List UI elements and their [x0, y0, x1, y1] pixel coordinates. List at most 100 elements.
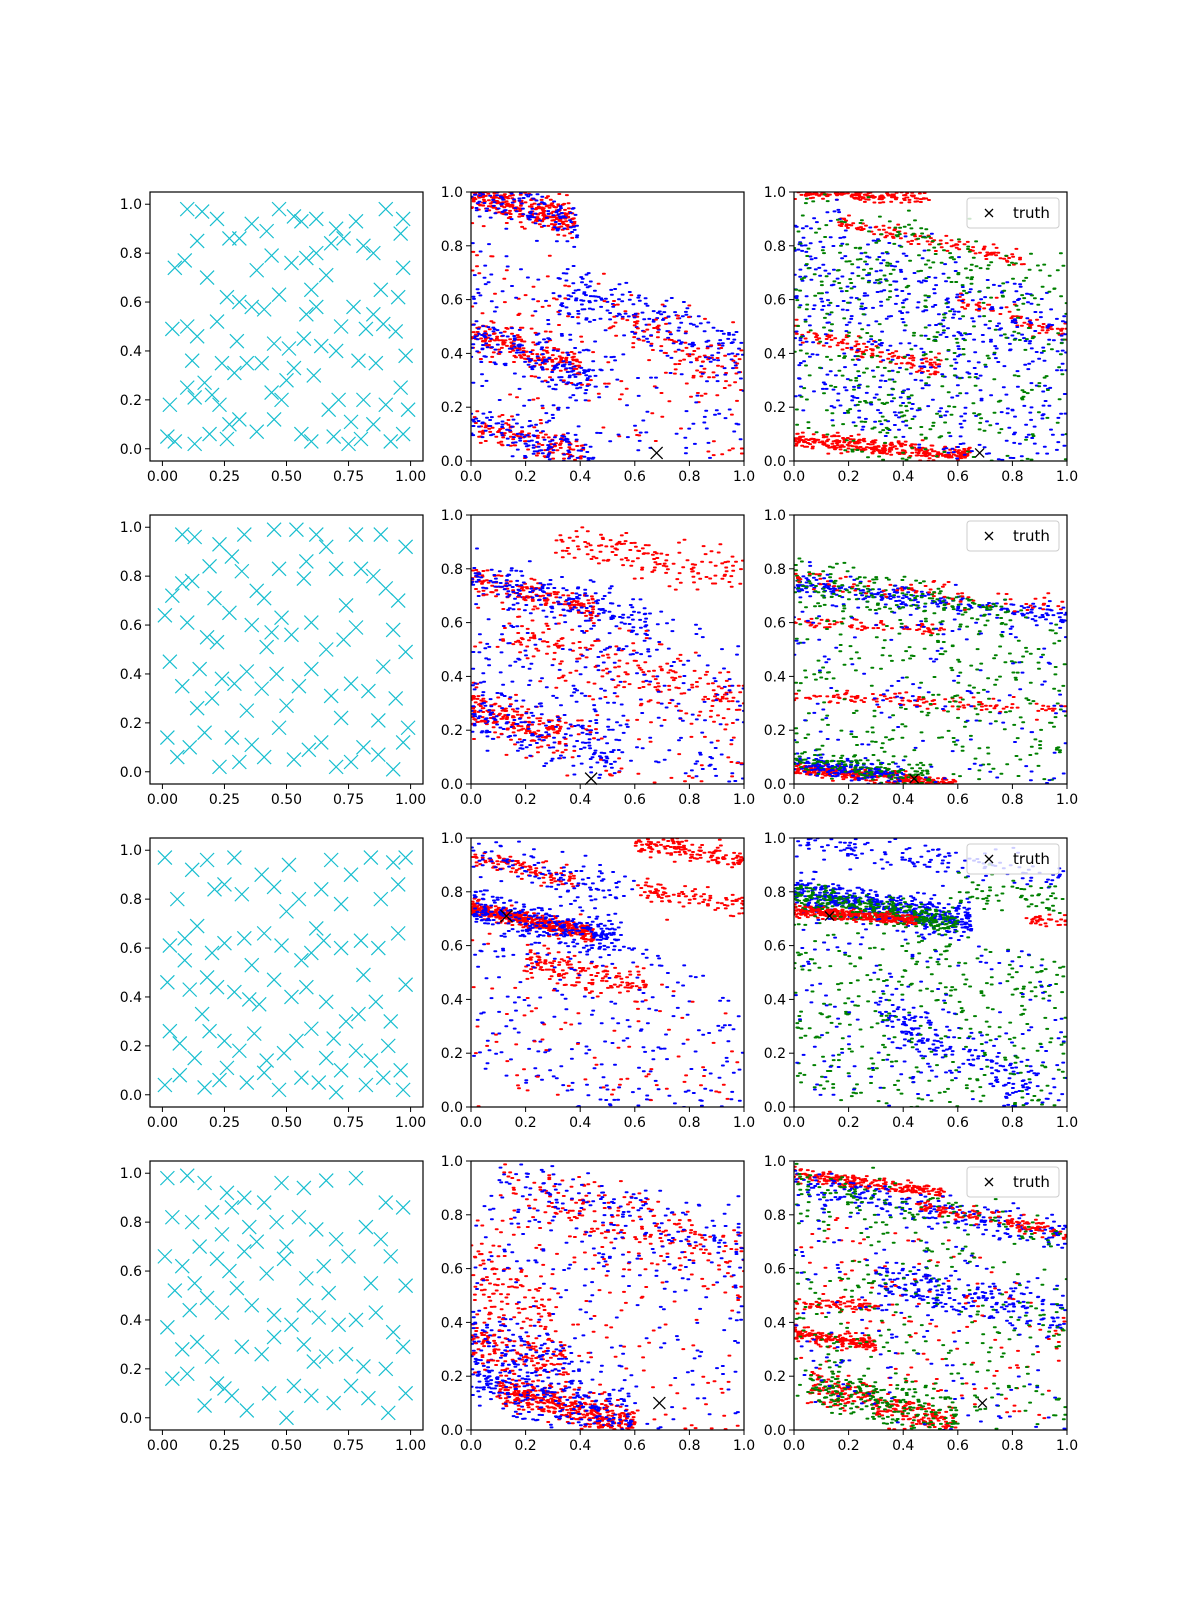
x-marker-point: [385, 855, 401, 870]
x-marker-point: [390, 593, 406, 609]
x-marker-point: [157, 1248, 173, 1264]
plot-area: [794, 192, 1067, 461]
x-marker-point: [336, 632, 352, 648]
x-tick-label: 0.2: [514, 469, 536, 485]
x-marker-point: [266, 879, 282, 895]
y-tick-label: 0.8: [120, 1215, 142, 1231]
truth-marker: [824, 911, 835, 921]
truth-marker: [650, 446, 664, 460]
x-marker-point: [271, 561, 287, 577]
legend: truth: [966, 1166, 1060, 1198]
green-sample-points: [794, 748, 933, 784]
x-marker-point: [284, 1317, 299, 1333]
y-tick-label: 0.4: [764, 1315, 786, 1331]
x-tick-label: 0.25: [209, 1438, 240, 1454]
x-marker-point: [286, 209, 302, 224]
x-marker-point: [271, 201, 287, 217]
x-marker-point: [197, 1398, 213, 1413]
x-marker-point: [328, 343, 344, 359]
red-sample-points: [471, 932, 740, 1107]
blue-sample-points: [471, 1194, 744, 1430]
x-tick-label: 0.4: [569, 1438, 591, 1454]
x-marker-point: [353, 933, 369, 949]
y-tick-label: 0.0: [120, 765, 142, 781]
blue-sample-points: [471, 547, 650, 641]
x-tick-label: 0.0: [783, 792, 805, 808]
x-marker-point: [311, 1310, 327, 1325]
x-marker-point: [174, 678, 190, 694]
x-marker-point: [224, 1200, 240, 1215]
x-tick-label: 1.0: [733, 792, 755, 808]
y-tick-label: 0.2: [764, 723, 786, 739]
x-marker-point: [197, 725, 213, 741]
red-sample-points: [1024, 913, 1067, 928]
x-marker-point: [174, 1258, 190, 1274]
x-marker-point: [224, 549, 240, 564]
x-marker-point: [199, 852, 215, 868]
x-marker-point: [298, 306, 314, 322]
x-marker-point: [162, 397, 178, 413]
green-sample-points: [794, 230, 1067, 461]
x-tick-label: 0.0: [460, 1115, 482, 1131]
x-marker-point: [296, 331, 312, 347]
x-marker-point: [159, 429, 175, 444]
x-marker-point: [363, 850, 379, 865]
x-tick-label: 0.0: [460, 1438, 482, 1454]
x-marker-point: [271, 720, 287, 736]
y-tick-label: 0.0: [441, 777, 463, 793]
axes-frame: [793, 514, 1068, 785]
x-marker-point: [231, 294, 247, 310]
x-marker-point: [219, 431, 235, 447]
x-marker-point: [259, 1266, 275, 1281]
blue-sample-points: [471, 840, 636, 915]
x-marker-point: [323, 235, 339, 251]
x-marker-point: [192, 661, 208, 677]
x-marker-point: [331, 1317, 347, 1333]
x-marker-point: [172, 1067, 188, 1083]
x-tick-label: 0.4: [892, 1115, 914, 1131]
axes-frame: [470, 191, 745, 462]
x-marker-point: [291, 1209, 307, 1225]
x-marker-point: [221, 605, 237, 621]
x-marker-point: [318, 994, 334, 1010]
y-tick-label: 0.0: [764, 1423, 786, 1439]
x-marker-point: [395, 735, 411, 750]
x-marker-point: [174, 1341, 190, 1357]
x-marker-point: [313, 735, 329, 750]
x-marker-point: [293, 1070, 309, 1086]
x-tick-label: 0.8: [678, 1115, 700, 1131]
x-marker-point: [348, 1043, 364, 1059]
x-marker-point: [256, 1065, 272, 1081]
y-tick-label: 0.0: [764, 454, 786, 470]
y-tick-label: 0.6: [120, 295, 142, 311]
x-marker-point: [239, 664, 255, 679]
x-marker-point: [254, 867, 270, 883]
green-sample-points: [794, 557, 1067, 784]
x-tick-label: 0.75: [333, 1115, 364, 1131]
x-marker-point: [189, 700, 205, 716]
x-tick-label: 0.6: [624, 1438, 646, 1454]
x-marker-point: [157, 850, 173, 865]
x-marker-point: [274, 392, 289, 408]
red-sample-points: [471, 681, 568, 760]
x-tick-label: 0.75: [333, 792, 364, 808]
x-marker-point: [202, 426, 217, 442]
x-marker-point: [187, 1275, 203, 1291]
x-marker-point: [226, 676, 242, 692]
x-marker-point: [318, 1173, 334, 1188]
x-marker-point: [343, 1378, 359, 1394]
x-marker-point: [254, 1346, 270, 1362]
y-tick-label: 1.0: [120, 520, 142, 536]
x-marker-point: [343, 414, 359, 430]
x-marker-point: [234, 1339, 250, 1355]
legend-marker: [984, 1177, 994, 1187]
x-marker-point: [343, 754, 359, 770]
x-marker-point: [358, 1077, 374, 1093]
red-sample-points: [513, 608, 744, 731]
x-marker-point: [164, 1371, 180, 1387]
x-tick-label: 0.00: [147, 792, 178, 808]
x-marker-point: [395, 426, 411, 442]
x-marker-point: [219, 289, 235, 305]
subplot-r4-c3: 0.0 0.2 0.4 0.6 0.8 1.0 0.0 0.2 0.4 0.6 0.8 1.0 trut…: [764, 1154, 1078, 1454]
x-marker-point: [217, 877, 232, 892]
